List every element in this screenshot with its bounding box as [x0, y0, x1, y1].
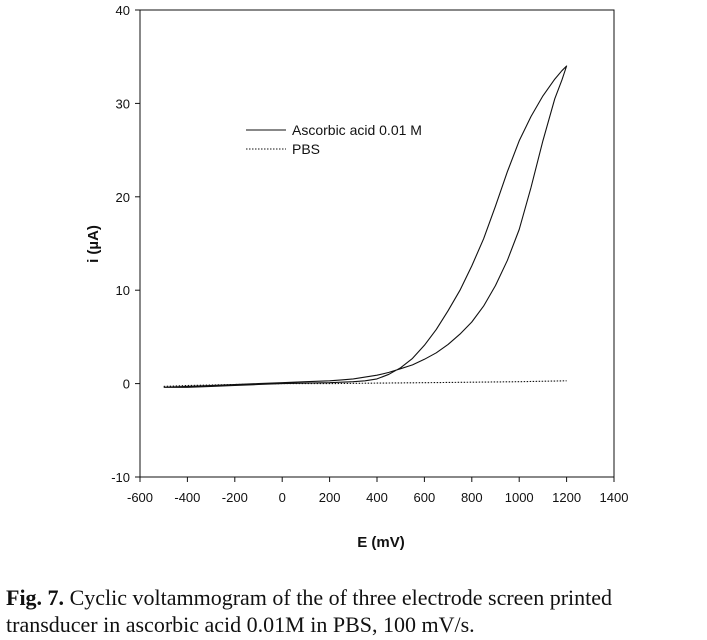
x-tick-label: -600	[127, 490, 153, 505]
x-tick-label: 1000	[505, 490, 534, 505]
x-tick-label: 600	[414, 490, 436, 505]
series-lines	[163, 65, 568, 388]
figure-caption: Fig. 7. Cyclic voltammogram of the of th…	[6, 584, 706, 638]
y-tick-label: 40	[116, 3, 130, 18]
voltammogram-chart: -600 -400 -200 0 200 400 600 800 1000 1200 1400 -1…	[85, 3, 628, 551]
x-tick-label: 400	[366, 490, 388, 505]
y-tick-label: -10	[111, 470, 130, 485]
y-tick-label: 0	[123, 377, 130, 392]
x-tick-label: 200	[319, 490, 341, 505]
x-tick-label: 800	[461, 490, 483, 505]
y-tick-label: 30	[116, 96, 130, 111]
y-axis-title: i (µA)	[85, 225, 102, 263]
legend-label-pbs: PBS	[292, 141, 320, 157]
caption-label: Fig. 7.	[6, 585, 65, 610]
y-tick-label: 20	[116, 190, 130, 205]
caption-text: Cyclic voltammogram of the of three elec…	[6, 585, 613, 637]
y-tick-label: 10	[116, 283, 130, 298]
x-tick-label: -400	[174, 490, 200, 505]
series-line-pbs	[163, 380, 567, 387]
x-axis-ticks: -600 -400 -200 0 200 400 600 800 1000 1200 1400	[127, 477, 628, 505]
x-tick-label: 1400	[600, 490, 629, 505]
plot-frame	[139, 9, 615, 478]
series-line-ascorbic-acid	[163, 65, 568, 388]
legend-label-ascorbic: Ascorbic acid 0.01 M	[292, 122, 422, 138]
legend: Ascorbic acid 0.01 M PBS	[246, 122, 422, 157]
y-axis-ticks: -10 0 10 20 30 40	[111, 3, 140, 485]
x-axis-title: E (mV)	[357, 534, 405, 551]
x-tick-label: 0	[279, 490, 286, 505]
x-tick-label: -200	[222, 490, 248, 505]
x-tick-label: 1200	[552, 490, 581, 505]
